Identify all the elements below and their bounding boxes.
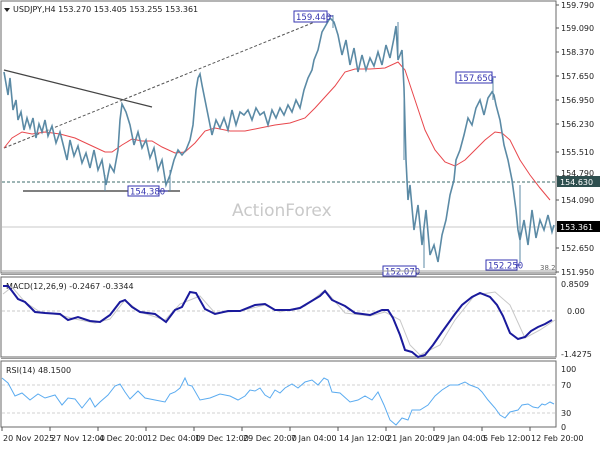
svg-text:152.070: 152.070 [385, 268, 420, 278]
ascending-channel-line[interactable] [3, 14, 333, 149]
price-tick: 156.950 [561, 96, 594, 105]
time-tick: 29 Jan 04:00 [435, 434, 486, 443]
descending-trendline[interactable] [3, 69, 153, 108]
price-tick: 156.230 [561, 120, 594, 129]
svg-text:100: 100 [561, 365, 576, 374]
time-tick: 12 Dec 04:00 [147, 434, 201, 443]
svg-text:30: 30 [561, 409, 571, 418]
swing-label-159440: 159.440 [293, 10, 333, 23]
svg-text:-1.4275: -1.4275 [561, 350, 592, 359]
price-tick: 154.090 [561, 196, 594, 205]
price-bars [3, 15, 555, 268]
watermark: ActionForex [232, 201, 332, 221]
price-tick: 159.090 [561, 24, 594, 33]
macd-panel-frame [0, 276, 557, 358]
price-tick: 152.650 [561, 244, 594, 253]
swing-label-152250: 152.250 [485, 259, 523, 272]
level-price-label: 154.630 [560, 178, 593, 187]
level-price-tag [557, 176, 600, 187]
fib-level-label: 38.2 [540, 264, 556, 272]
svg-text:0: 0 [561, 423, 566, 432]
price-tick: 157.650 [561, 72, 594, 81]
svg-text:157.650: 157.650 [458, 74, 493, 84]
time-tick: 4 Dec 20:00 [99, 434, 148, 443]
macd-line [3, 285, 553, 359]
rsi-label: RSI(14) 48.1500 [6, 366, 71, 375]
svg-text:70: 70 [561, 381, 571, 390]
current-price-tag [557, 221, 600, 232]
price-tick: 158.370 [561, 48, 594, 57]
main-panel-frame [0, 0, 557, 274]
price-tick: 154.790 [561, 169, 594, 178]
rsi-axis: 100 70 30 0 [561, 365, 576, 432]
time-tick: 19 Dec 12:00 [195, 434, 249, 443]
time-tick: 5 Feb 12:00 [483, 434, 530, 443]
svg-text:0.8509: 0.8509 [561, 280, 589, 289]
moving-average-line [3, 61, 551, 201]
macd-axis: 0.8509 0.00 -1.4275 [561, 280, 592, 359]
time-axis [1, 427, 531, 431]
time-tick: 12 Feb 20:00 [531, 434, 583, 443]
time-tick: 21 Jan 20:00 [387, 434, 438, 443]
collapse-triangle-icon[interactable] [4, 8, 10, 12]
time-tick: 29 Dec 20:00 [243, 434, 297, 443]
swing-label-154380: 154.380 [127, 185, 168, 198]
svg-text:152.250: 152.250 [488, 262, 523, 272]
swing-label-157650: 157.650 [455, 71, 496, 84]
time-tick: 7 Jan 04:00 [291, 434, 337, 443]
time-tick: 27 Nov 12:00 [51, 434, 105, 443]
price-axis: 159.790 159.090 158.370 157.650 156.950 … [556, 1, 594, 277]
time-tick: 14 Jan 12:00 [339, 434, 390, 443]
rsi-panel-frame [0, 360, 557, 428]
svg-text:154.380: 154.380 [130, 188, 165, 198]
svg-text:0.00: 0.00 [567, 307, 585, 316]
swing-label-152070: 152.070 [382, 265, 422, 278]
price-tick: 155.510 [561, 148, 594, 157]
chart-header: USDJPY,H4 153.270 153.405 153.255 153.36… [13, 5, 198, 14]
current-price-label: 153.361 [560, 223, 593, 232]
time-tick: 20 Nov 2025 [3, 434, 54, 443]
svg-text:159.440: 159.440 [296, 13, 331, 23]
rsi-line [1, 376, 555, 426]
price-tick: 159.790 [561, 1, 594, 10]
price-tick: 151.950 [561, 268, 594, 277]
macd-signal-line [2, 286, 556, 356]
macd-label: MACD(12,26,9) -0.2467 -0.3344 [6, 282, 134, 291]
